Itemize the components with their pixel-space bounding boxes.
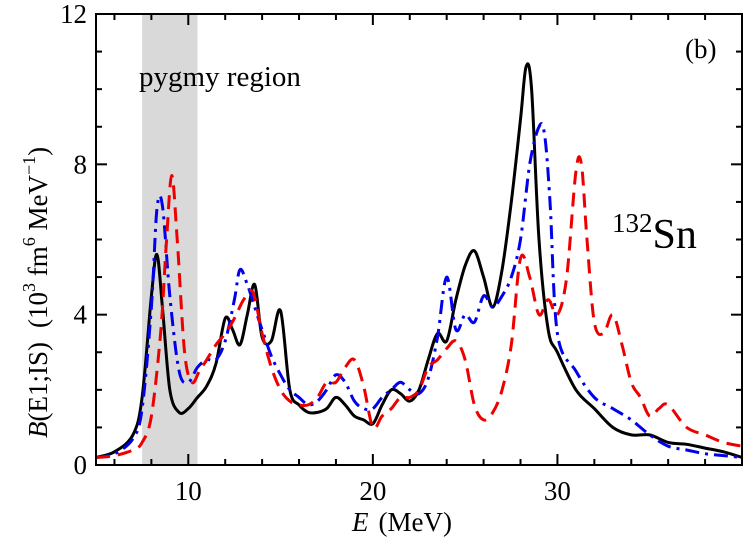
y-axis-unit-open: (10 [23,292,53,328]
series-dashed-red [95,155,743,459]
pygmy-region-label: pygmy region [139,61,301,93]
x-tick-label: 30 [544,476,571,506]
y-axis-func: B [23,422,53,439]
y-tick-label: 0 [74,450,88,480]
y-tick-label: 12 [60,0,87,29]
y-tick-label: 4 [74,300,88,330]
y-axis-exp3: −1 [19,156,39,175]
series-solid-black [95,62,743,459]
panel-label: (b) [685,34,716,64]
y-axis-unit-mev: MeV [23,175,53,238]
y-tick-label: 8 [74,149,88,179]
x-tick-label: 10 [175,476,202,506]
y-axis-unit-close: ) [23,147,53,156]
x-axis-title: E (MeV) [351,507,452,537]
x-axis-unit: (MeV) [379,507,452,537]
y-axis-arg: (E1;IS) [23,342,53,421]
y-axis-unit-mid: fm [23,246,53,283]
y-axis-title: B(E1;IS) (103 fm6 MeV−1) [19,147,53,438]
nucleus-symbol: Sn [653,212,697,258]
series-dashdot-blue [95,122,743,459]
x-axis-var: E [351,507,369,537]
x-tick-label: 20 [359,476,386,506]
y-axis-exp1: 3 [19,283,39,292]
nucleus-label: 132Sn [612,208,697,258]
y-axis-exp2: 6 [19,237,39,246]
nucleus-mass: 132 [612,208,653,238]
